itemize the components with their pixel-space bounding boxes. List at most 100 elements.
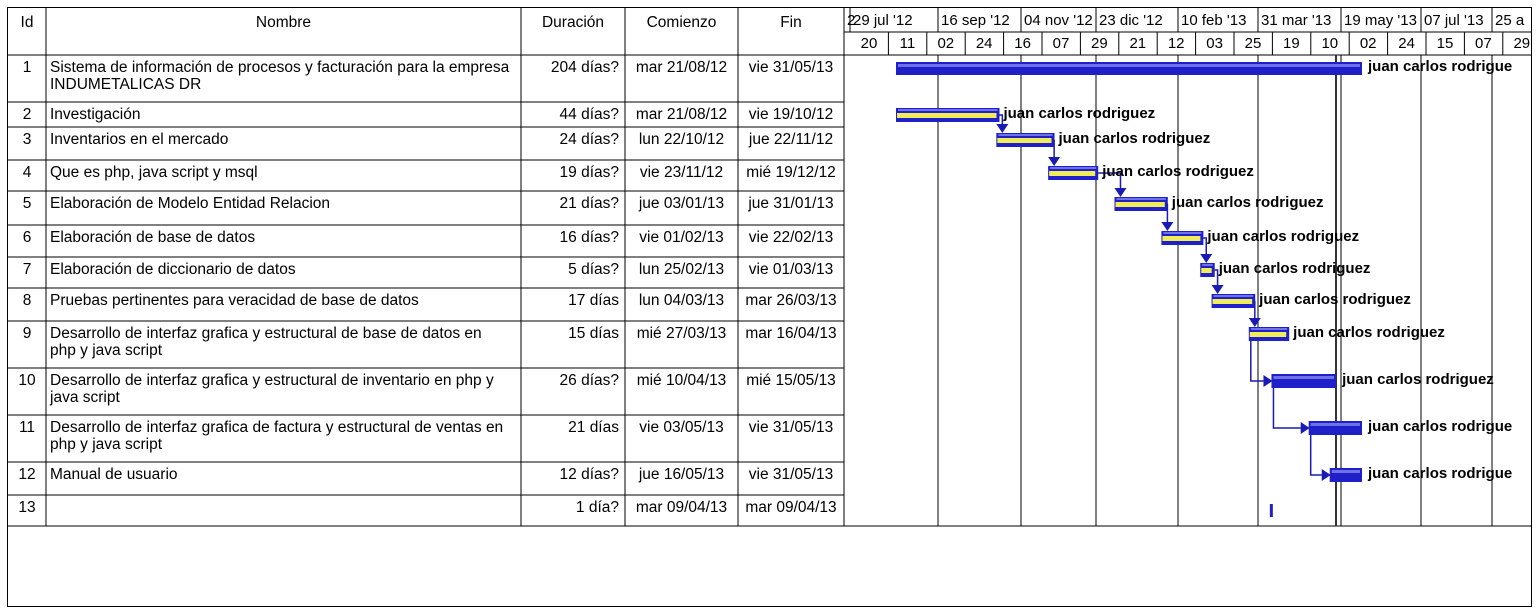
- timescale-major-label: 19 may '13: [1344, 12, 1417, 29]
- task-bar-highlight[interactable]: [1116, 198, 1166, 200]
- task-duration[interactable]: 1 día?: [575, 499, 619, 516]
- task-name[interactable]: Elaboración de Modelo Entidad Relacion: [50, 195, 331, 212]
- task-progress-bar[interactable]: [1162, 236, 1201, 241]
- task-start[interactable]: mar 09/04/13: [635, 499, 728, 516]
- task-start[interactable]: mié 10/04/13: [636, 372, 727, 389]
- task-start[interactable]: lun 22/10/12: [638, 131, 725, 148]
- task-name[interactable]: Desarrollo de interfaz grafica de factur…: [50, 419, 504, 453]
- task-id[interactable]: 5: [22, 195, 32, 212]
- task-bar-highlight[interactable]: [1273, 376, 1335, 379]
- task-duration[interactable]: 17 días: [568, 292, 619, 309]
- task-id[interactable]: 9: [22, 325, 32, 342]
- task-finish[interactable]: jue 31/01/13: [748, 195, 834, 212]
- header-id[interactable]: Id: [20, 14, 34, 31]
- task-finish[interactable]: vie 31/05/13: [748, 466, 834, 483]
- header-name[interactable]: Nombre: [255, 14, 312, 31]
- task-start[interactable]: jue 03/01/13: [638, 195, 725, 212]
- task-bar-highlight[interactable]: [1331, 470, 1360, 473]
- task-start[interactable]: lun 25/02/13: [638, 261, 725, 278]
- timescale-major-label: 23 dic '12: [1099, 12, 1163, 29]
- task-finish[interactable]: mar 26/03/13: [745, 292, 837, 309]
- task-duration[interactable]: 16 días?: [559, 229, 619, 246]
- task-bar-highlight[interactable]: [998, 134, 1053, 136]
- timescale-major-label: 31 mar '13: [1261, 12, 1332, 29]
- task-start[interactable]: mar 21/08/12: [635, 106, 728, 123]
- header-start[interactable]: Comienzo: [646, 14, 717, 31]
- timescale-minor-label: 10: [1321, 35, 1339, 52]
- task-bar-highlight[interactable]: [1202, 264, 1213, 266]
- timescale-minor-label: 03: [1206, 35, 1223, 52]
- task-duration[interactable]: 21 días: [568, 419, 619, 436]
- task-start[interactable]: vie 03/05/13: [639, 419, 724, 436]
- task-id[interactable]: 4: [22, 164, 32, 181]
- task-name[interactable]: Elaboración de base de datos: [50, 229, 256, 246]
- resource-label: juan carlos rodriguez: [1293, 324, 1445, 341]
- task-duration[interactable]: 24 días?: [559, 131, 619, 148]
- dependency-link: [1309, 435, 1322, 476]
- task-id[interactable]: 11: [18, 419, 36, 436]
- task-duration[interactable]: 15 días: [568, 325, 619, 342]
- task-progress-bar[interactable]: [1201, 268, 1212, 273]
- task-progress-bar[interactable]: [1249, 332, 1287, 337]
- task-start[interactable]: mar 21/08/12: [635, 59, 728, 76]
- task-progress-bar[interactable]: [1049, 171, 1096, 176]
- task-id[interactable]: 7: [22, 261, 32, 278]
- summary-bar-highlight[interactable]: [898, 64, 1360, 67]
- task-finish[interactable]: mar 09/04/13: [745, 499, 837, 516]
- task-finish[interactable]: vie 01/03/13: [748, 261, 834, 278]
- task-start[interactable]: mié 27/03/13: [636, 325, 727, 342]
- task-name[interactable]: Sistema de información de procesos y fac…: [50, 59, 510, 93]
- task-progress-bar[interactable]: [1212, 299, 1253, 304]
- task-id[interactable]: 13: [18, 499, 36, 516]
- header-finish[interactable]: Fin: [780, 14, 802, 31]
- task-name[interactable]: Desarrollo de interfaz grafica y estruct…: [50, 325, 482, 359]
- task-duration[interactable]: 204 días?: [550, 59, 619, 76]
- task-id[interactable]: 6: [22, 229, 32, 246]
- task-progress-bar[interactable]: [897, 113, 997, 118]
- task-duration[interactable]: 5 días?: [568, 261, 619, 278]
- task-name[interactable]: Elaboración de diccionario de datos: [50, 261, 296, 278]
- task-finish[interactable]: jue 22/11/12: [748, 131, 834, 148]
- task-id[interactable]: 1: [22, 59, 32, 76]
- task-finish[interactable]: vie 31/05/13: [748, 59, 834, 76]
- task-bar-highlight[interactable]: [1050, 167, 1097, 169]
- timescale-major-label: 10 feb '13: [1181, 12, 1247, 29]
- task-name[interactable]: Pruebas pertinentes para veracidad de ba…: [50, 292, 419, 309]
- link-arrowhead: [1248, 318, 1261, 327]
- task-name[interactable]: Que es php, java script y msql: [50, 164, 258, 181]
- task-name[interactable]: Inventarios en el mercado: [50, 131, 229, 148]
- milestone-marker[interactable]: [1269, 504, 1273, 517]
- task-progress-bar[interactable]: [997, 138, 1052, 143]
- task-progress-bar[interactable]: [1115, 202, 1165, 207]
- task-finish[interactable]: mar 16/04/13: [745, 325, 837, 342]
- task-id[interactable]: 3: [22, 131, 32, 148]
- task-name[interactable]: Investigación: [50, 106, 141, 123]
- task-duration[interactable]: 19 días?: [559, 164, 619, 181]
- task-finish[interactable]: mié 19/12/12: [746, 164, 836, 181]
- summary-bar[interactable]: [896, 62, 1362, 75]
- header-duration[interactable]: Duración: [541, 14, 605, 31]
- task-bar-highlight[interactable]: [1310, 423, 1360, 426]
- task-finish[interactable]: vie 22/02/13: [748, 229, 834, 246]
- task-bar-highlight[interactable]: [1163, 232, 1202, 234]
- task-duration[interactable]: 12 días?: [559, 466, 619, 483]
- task-id[interactable]: 10: [18, 372, 36, 389]
- task-start[interactable]: vie 23/11/12: [639, 164, 724, 181]
- task-bar-highlight[interactable]: [1213, 295, 1254, 297]
- task-finish[interactable]: vie 19/10/12: [748, 106, 834, 123]
- task-bar-highlight[interactable]: [1250, 328, 1288, 330]
- task-id[interactable]: 12: [18, 466, 36, 483]
- task-finish[interactable]: vie 31/05/13: [748, 419, 834, 436]
- task-finish[interactable]: mié 15/05/13: [746, 372, 836, 389]
- task-name[interactable]: Manual de usuario: [50, 466, 178, 483]
- task-start[interactable]: vie 01/02/13: [639, 229, 724, 246]
- task-start[interactable]: lun 04/03/13: [638, 292, 725, 309]
- task-name[interactable]: Desarrollo de interfaz grafica y estruct…: [50, 372, 494, 406]
- task-start[interactable]: jue 16/05/13: [638, 466, 725, 483]
- task-duration[interactable]: 44 días?: [559, 106, 619, 123]
- task-duration[interactable]: 21 días?: [559, 195, 619, 212]
- task-bar-highlight[interactable]: [898, 109, 998, 111]
- task-id[interactable]: 8: [22, 292, 32, 309]
- task-duration[interactable]: 26 días?: [559, 372, 619, 389]
- task-id[interactable]: 2: [22, 106, 32, 123]
